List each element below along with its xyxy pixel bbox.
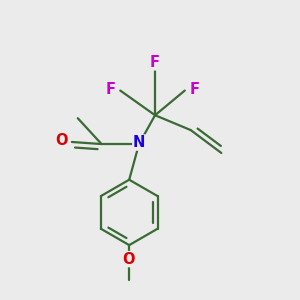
- Text: F: F: [189, 82, 199, 97]
- Text: F: F: [106, 82, 116, 97]
- Text: O: O: [55, 133, 68, 148]
- Text: O: O: [122, 252, 135, 267]
- Text: N: N: [133, 135, 145, 150]
- Text: F: F: [150, 55, 160, 70]
